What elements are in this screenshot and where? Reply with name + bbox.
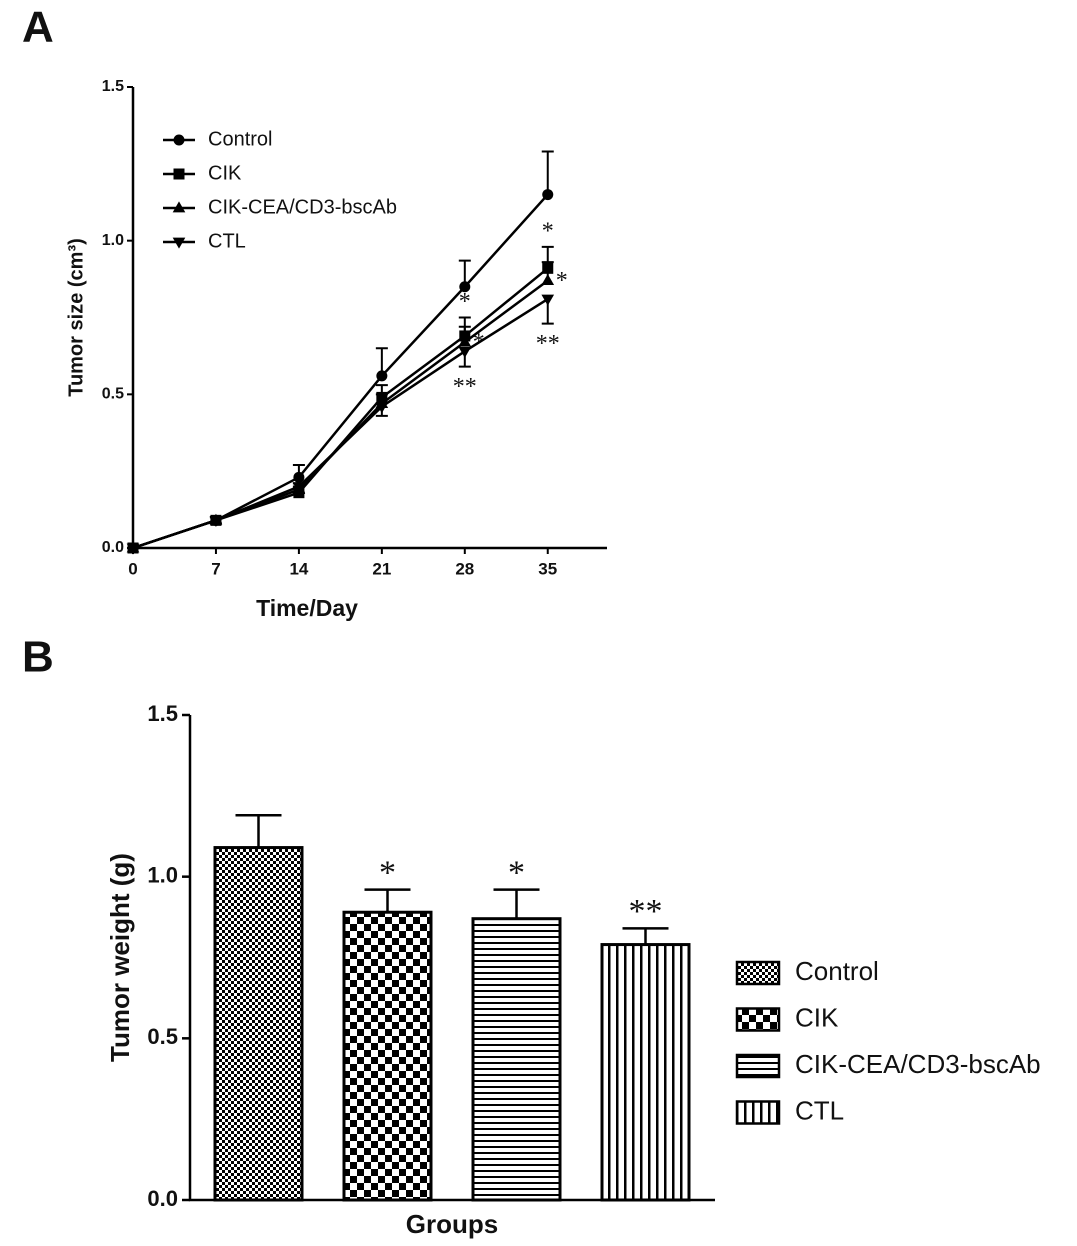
significance: ** [536, 331, 560, 357]
marker [293, 471, 305, 483]
y-tick-label: 1.5 [147, 701, 178, 726]
error-bar [541, 150, 554, 195]
x-tick-label: 7 [211, 559, 220, 578]
y-tick-label: 1.0 [102, 232, 124, 249]
significance: * [508, 854, 525, 891]
y-tick-label: 1.0 [147, 862, 178, 887]
legend-label: CTL [795, 1095, 844, 1125]
error-bar [235, 813, 282, 848]
y-tick-label: 0.0 [102, 539, 124, 556]
series-line [132, 267, 549, 550]
marker [173, 134, 185, 146]
marker [458, 346, 472, 358]
legend-swatch [735, 960, 781, 986]
error-bar [364, 888, 411, 913]
legend-label: Control [208, 128, 272, 150]
legend-label: CIK [795, 1002, 839, 1032]
y-tick-label: 0.5 [102, 386, 124, 403]
marker [376, 370, 388, 382]
y-tick-label: 1.5 [102, 78, 124, 95]
marker [542, 189, 554, 201]
panel-label: B [22, 633, 54, 682]
marker [126, 543, 140, 555]
axis-line [131, 87, 607, 550]
marker [172, 201, 186, 213]
marker [292, 482, 306, 494]
marker [209, 515, 223, 527]
legend-swatch [735, 1053, 781, 1079]
marker [172, 237, 186, 249]
x-axis-label: Time/Day [256, 595, 358, 621]
marker [541, 274, 555, 286]
significance: * [542, 218, 554, 244]
panel-label: A [22, 3, 54, 52]
error-bar [622, 927, 669, 945]
significance: * [459, 289, 471, 315]
legend-label: CIK-CEA/CD3-bscAb [208, 196, 397, 218]
marker [458, 335, 472, 347]
legend-label: Control [795, 956, 879, 986]
x-tick-label: 35 [538, 559, 557, 578]
bar [213, 846, 304, 1202]
x-tick-label: 28 [455, 559, 474, 578]
bar [600, 943, 691, 1202]
marker [541, 294, 555, 306]
y-tick-label: 0.5 [147, 1024, 178, 1049]
legend-label: CTL [208, 230, 246, 252]
marker [375, 402, 389, 414]
series-line [132, 298, 549, 550]
x-tick-label: 21 [372, 559, 391, 578]
significance: ** [629, 893, 663, 930]
legend-swatch [735, 1100, 781, 1125]
marker [459, 281, 471, 293]
bar [471, 917, 562, 1202]
legend-label: CIK [208, 162, 242, 184]
x-tick-label: 0 [128, 559, 137, 578]
series-line [132, 279, 549, 550]
error-bar [493, 888, 540, 919]
x-axis-label: Groups [406, 1209, 498, 1239]
series-line [132, 193, 549, 550]
significance: * [379, 854, 396, 891]
legend-swatch [735, 1007, 781, 1032]
bar [342, 910, 433, 1202]
y-axis-label: Tumor size (cm³) [65, 238, 87, 397]
y-axis-label: Tumor weight (g) [105, 853, 135, 1062]
significance: ** [453, 374, 477, 400]
significance: * [556, 268, 568, 294]
y-tick-label: 0.0 [147, 1186, 178, 1211]
x-tick-label: 14 [289, 559, 308, 578]
marker [173, 168, 185, 180]
legend-label: CIK-CEA/CD3-bscAb [795, 1049, 1041, 1079]
